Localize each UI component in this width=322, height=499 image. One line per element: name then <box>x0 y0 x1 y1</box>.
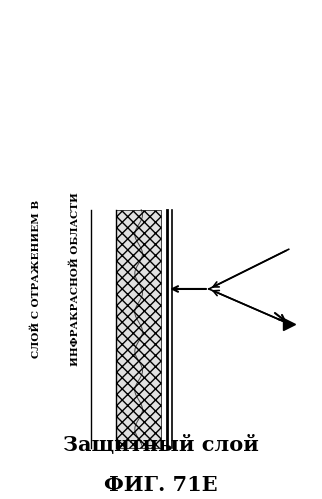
Bar <box>116 210 161 448</box>
Text: ФИГ. 71Е: ФИГ. 71Е <box>104 475 218 495</box>
Text: Защитный слой: Защитный слой <box>63 435 259 455</box>
Text: ИНФРАКРАСНОЙ ОБЛАСТИ: ИНФРАКРАСНОЙ ОБЛАСТИ <box>70 192 80 366</box>
Text: СЛОЙ С ОТРАЖЕНИЕМ В: СЛОЙ С ОТРАЖЕНИЕМ В <box>32 200 41 358</box>
